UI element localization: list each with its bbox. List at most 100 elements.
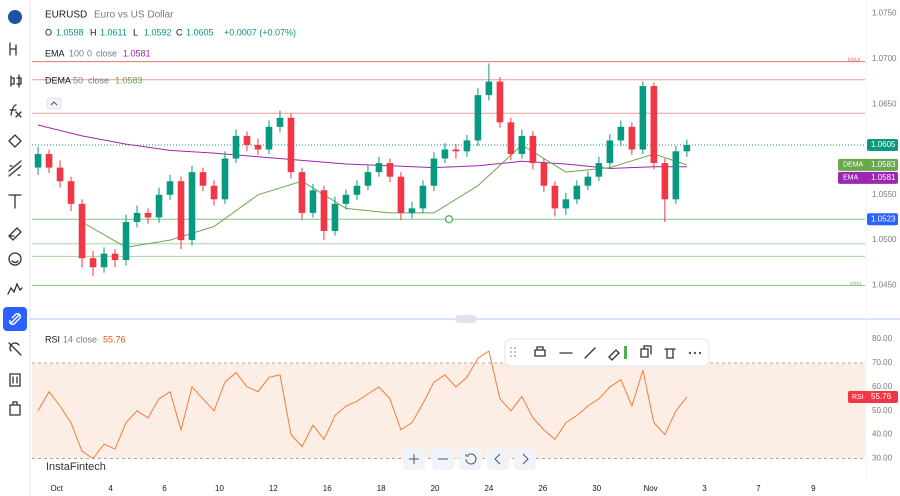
candle-body: [419, 185, 427, 209]
tool-icons[interactable]: [7, 42, 23, 295]
y-tick-label: 1.0700: [872, 54, 897, 63]
indicator-value: 1.0581: [123, 48, 151, 58]
x-tick-label: 12: [269, 484, 278, 493]
badge-bg: [867, 138, 898, 151]
candle-body: [375, 163, 383, 173]
ohlc-label: C: [176, 27, 183, 37]
price-badge: 1.0605: [867, 138, 898, 151]
y-tick-label: 40.00: [872, 430, 893, 439]
badge-bg: [838, 158, 898, 171]
badge-value: 1.0523: [871, 214, 896, 223]
candle-body: [397, 176, 405, 213]
indicator-param: 100: [69, 48, 84, 58]
indicator-param: close: [96, 48, 117, 58]
badge-name: DEMA: [843, 162, 864, 169]
color-swatch[interactable]: [624, 346, 627, 359]
candle-body: [639, 86, 647, 150]
y-tick-label: 80.00: [872, 334, 893, 343]
badge-bg: [848, 391, 898, 404]
symbol: EURUSD: [45, 10, 87, 21]
scroll-right-icon: [522, 453, 529, 465]
zoom-in-icon: [409, 454, 419, 464]
ohlc-value: 1.0598: [56, 27, 84, 37]
candle-body: [56, 167, 64, 182]
candle-body: [584, 176, 592, 186]
candle-body: [551, 185, 559, 209]
x-tick-label: Nov: [643, 484, 657, 493]
more-icon[interactable]: [688, 351, 702, 355]
candle-body: [111, 253, 119, 261]
flag-icon[interactable]: [8, 10, 22, 24]
indicator-value: 55.76: [103, 334, 126, 344]
candle-body: [166, 181, 174, 195]
candle-body: [320, 190, 328, 232]
scroll-left[interactable]: [487, 448, 509, 470]
scroll-right[interactable]: [514, 448, 536, 470]
watermark: InstaFintech: [46, 461, 106, 473]
candle-body: [386, 163, 394, 177]
candle-body: [529, 135, 537, 164]
x-tick-label: 10: [215, 484, 224, 493]
candle-body: [650, 86, 658, 164]
collapse-icon: [50, 101, 58, 106]
badge-value: 1.0583: [871, 160, 896, 169]
x-tick-label: 20: [431, 484, 440, 493]
ohlc-value: 1.0611: [100, 27, 127, 37]
indicator-name: RSI: [45, 334, 60, 344]
badge-bg: [838, 171, 898, 184]
indicator-value: 1.0583: [115, 75, 143, 85]
candle-body: [540, 163, 548, 186]
candle-body: [287, 117, 295, 173]
x-tick-label: Oct: [51, 484, 64, 493]
navigation-buttons: [403, 448, 536, 470]
overlay-line: [81, 144, 688, 248]
indicator-param: 0: [87, 48, 92, 58]
ohlc-value: 1.0592: [144, 27, 172, 37]
rsi-line: [37, 350, 688, 460]
indicator-param: 50: [73, 75, 83, 85]
ohlc-label: H: [90, 27, 97, 37]
candle-body: [562, 199, 570, 209]
price-badge: DEMA 1.0583: [838, 158, 898, 171]
toolbar-icons[interactable]: [534, 345, 676, 361]
indicator-name: DEMA: [45, 75, 71, 85]
header: EURUSD Euro vs US Dollar O 1.0598 H 1.06…: [45, 10, 296, 473]
candle-body: [672, 151, 680, 200]
x-tick-label: 16: [323, 484, 332, 493]
level-label: MIN: [850, 282, 861, 288]
candle-body: [573, 185, 581, 200]
ohlc-value: 1.0605: [186, 27, 214, 37]
candle-body: [309, 190, 317, 213]
candle-body: [430, 158, 438, 186]
candle-body: [232, 135, 240, 159]
candle-body: [474, 95, 482, 141]
candle-body: [188, 172, 196, 241]
candle-body: [265, 126, 273, 150]
grip[interactable]: [510, 347, 516, 357]
pane-handle[interactable]: [455, 315, 477, 323]
candle-body: [155, 194, 163, 218]
left-toolbar: [3, 0, 31, 496]
y-tick-label: 1.0500: [872, 235, 897, 244]
toolbar-panel: [504, 338, 710, 367]
badge-bg: [867, 213, 898, 226]
candle-body: [518, 135, 526, 155]
candle-body: [122, 221, 130, 261]
tool-icons-lower[interactable]: [8, 342, 22, 416]
candle-body: [243, 135, 251, 145]
symbol-description: Euro vs US Dollar: [94, 10, 174, 21]
reset[interactable]: [459, 448, 481, 470]
candle-body: [254, 144, 262, 150]
x-tick-label: 26: [538, 484, 547, 493]
candle-body: [34, 154, 42, 168]
plot: 1.0750 1.0700 1.0650 1.0550 1.0500 1.0450 MAX M…: [32, 9, 898, 493]
collapse-button[interactable]: [46, 97, 62, 110]
candle-body: [628, 126, 636, 150]
badge-value: 1.0605: [871, 140, 896, 149]
reset-icon: [465, 453, 477, 465]
floating-toolbar: [504, 338, 710, 367]
y-tick-label: 70.00: [872, 358, 893, 367]
badge-value: 1.0581: [871, 173, 896, 182]
candle-body: [661, 163, 669, 200]
